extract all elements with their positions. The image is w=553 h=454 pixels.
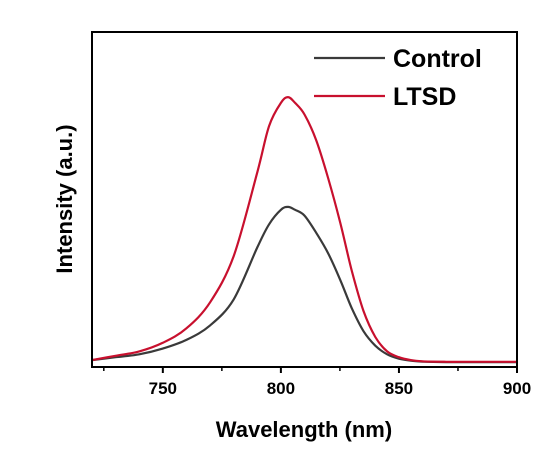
plot-frame [91,31,518,368]
x-tick-label: 900 [503,379,531,398]
x-tick-label: 850 [385,379,413,398]
x-tick-label: 750 [149,379,177,398]
y-axis-label: Intensity (a.u.) [52,124,77,273]
legend-label-control: Control [393,45,482,73]
plot-lines [91,96,517,364]
legend: Control LTSD [314,45,482,111]
x-axis-label: Wavelength (nm) [216,417,392,442]
legend-label-ltsd: LTSD [393,83,456,111]
series-line-ltsd [91,96,517,363]
x-tick-label: 800 [267,379,295,398]
x-axis-ticks: 750 800 850 900 [103,367,531,398]
series-line-control [91,205,517,364]
